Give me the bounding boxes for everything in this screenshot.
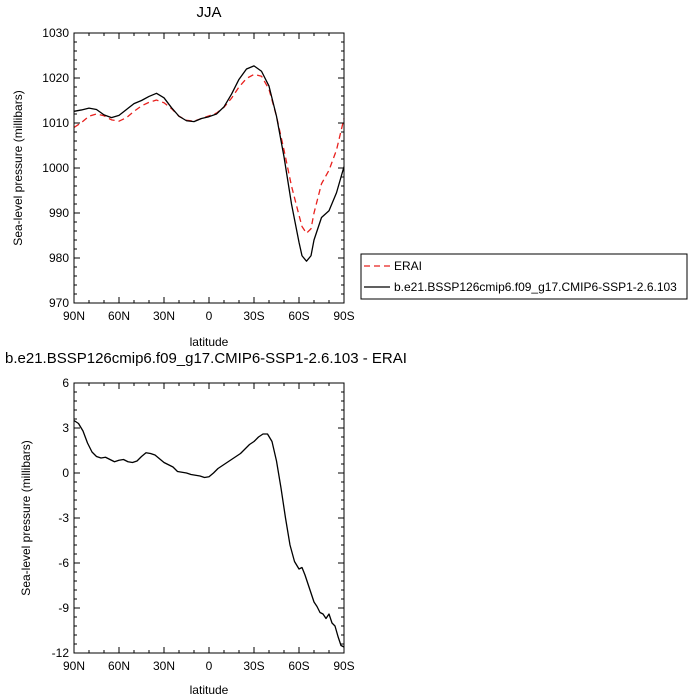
bottom-x-tick-label: 0 bbox=[206, 659, 213, 673]
bottom-series-difference-line bbox=[73, 419, 345, 648]
bottom-y-tick-label: -12 bbox=[52, 646, 70, 660]
legend-erai-label: ERAI bbox=[394, 259, 422, 273]
bottom-y-tick-label: -6 bbox=[58, 556, 69, 570]
top-x-tick-label: 30S bbox=[243, 309, 264, 323]
bottom-panel: b.e21.BSSP126cmip6.f09_g17.CMIP6-SSP1-2.… bbox=[5, 350, 407, 697]
bottom-y-tick-label: 6 bbox=[62, 376, 69, 390]
top-x-tick-label: 30N bbox=[153, 309, 175, 323]
bottom-plot-area: 90N 60N 30N 0 30S 60S 90S -12 -9 -6 -3 0 3 6 bbox=[52, 376, 355, 673]
bottom-x-axis-label: latitude bbox=[190, 683, 229, 697]
top-y-tick-label: 1020 bbox=[42, 71, 69, 85]
legend-box bbox=[360, 253, 688, 300]
top-x-tick-label: 90S bbox=[333, 309, 354, 323]
bottom-x-tick-label: 90S bbox=[333, 659, 354, 673]
bottom-x-tick-label: 30N bbox=[153, 659, 175, 673]
top-plot-frame bbox=[73, 32, 345, 304]
top-series-b-e21-bssp126cmip6-f09-g17-cmip6-ssp1-2-6-103-line bbox=[73, 65, 345, 262]
top-panel: JJA 90N 60N 30N 0 30S 60S 90S 970 980 990 1000 1010… bbox=[11, 4, 355, 349]
top-series-erai-line bbox=[73, 73, 345, 234]
top-x-tick-label: 60N bbox=[108, 309, 130, 323]
top-x-tick-label: 90N bbox=[63, 309, 85, 323]
top-chart-title: JJA bbox=[196, 4, 221, 21]
top-y-axis-label: Sea-level pressure (millibars) bbox=[11, 90, 25, 245]
top-y-tick-label: 1010 bbox=[42, 116, 69, 130]
bottom-y-tick-label: -9 bbox=[58, 601, 69, 615]
legend: ERAI b.e21.BSSP126cmip6.f09_g17.CMIP6-SS… bbox=[360, 253, 688, 300]
legend-model-label: b.e21.BSSP126cmip6.f09_g17.CMIP6-SSP1-2.… bbox=[394, 280, 677, 294]
top-y-tick-label: 990 bbox=[49, 206, 69, 220]
top-x-axis-label: latitude bbox=[190, 335, 229, 349]
bottom-x-tick-label: 60N bbox=[108, 659, 130, 673]
top-y-tick-label: 970 bbox=[49, 296, 69, 310]
top-y-tick-label: 1030 bbox=[42, 26, 69, 40]
bottom-y-tick-label: 3 bbox=[62, 421, 69, 435]
top-x-tick-label: 0 bbox=[206, 309, 213, 323]
bottom-y-tick-label: 0 bbox=[62, 466, 69, 480]
top-x-tick-label: 60S bbox=[288, 309, 309, 323]
bottom-x-tick-label: 90N bbox=[63, 659, 85, 673]
top-plot-area: 90N 60N 30N 0 30S 60S 90S 970 980 990 1000 1010 1020… bbox=[42, 26, 354, 323]
bottom-y-axis-label: Sea-level pressure (millibars) bbox=[19, 440, 33, 595]
top-y-tick-label: 980 bbox=[49, 251, 69, 265]
bottom-chart-title: b.e21.BSSP126cmip6.f09_g17.CMIP6-SSP1-2.… bbox=[5, 350, 407, 367]
bottom-plot-frame bbox=[73, 382, 345, 654]
bottom-x-tick-label: 60S bbox=[288, 659, 309, 673]
top-y-tick-label: 1000 bbox=[42, 161, 69, 175]
bottom-x-tick-label: 30S bbox=[243, 659, 264, 673]
bottom-y-tick-label: -3 bbox=[58, 511, 69, 525]
